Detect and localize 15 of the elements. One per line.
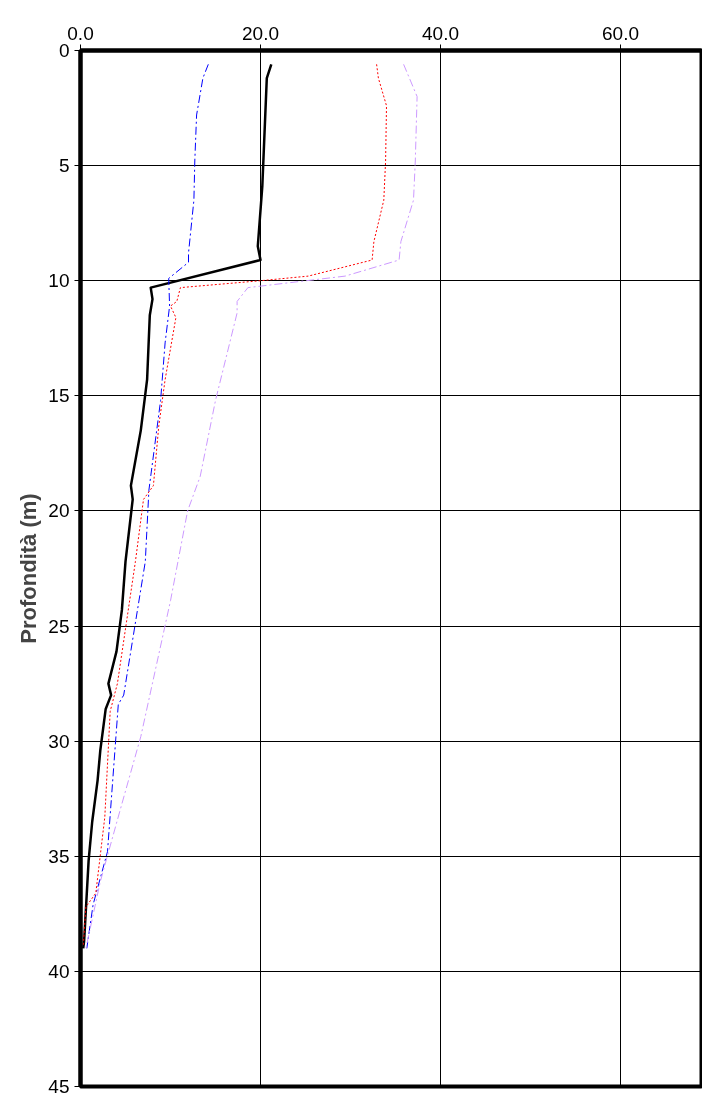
- x-tick-label: 40.0: [422, 22, 459, 44]
- y-tick-label: 15: [48, 385, 70, 407]
- y-tick-label: 35: [48, 845, 70, 867]
- y-tick-label: 10: [48, 270, 70, 292]
- y-tick-label: 45: [48, 1076, 70, 1097]
- y-tick-label: 25: [48, 615, 70, 637]
- x-tick-label: 60.0: [602, 22, 639, 44]
- x-tick-label: 20.0: [242, 22, 279, 44]
- y-tick-label: 20: [48, 500, 70, 522]
- y-tick-label: 40: [48, 960, 70, 982]
- y-axis-title: Profondità (m): [16, 493, 42, 644]
- y-tick-label: 30: [48, 730, 70, 752]
- y-tick-label: 5: [58, 155, 70, 177]
- x-tick-label: 0.0: [67, 22, 94, 44]
- y-tick-label: 0: [58, 40, 70, 61]
